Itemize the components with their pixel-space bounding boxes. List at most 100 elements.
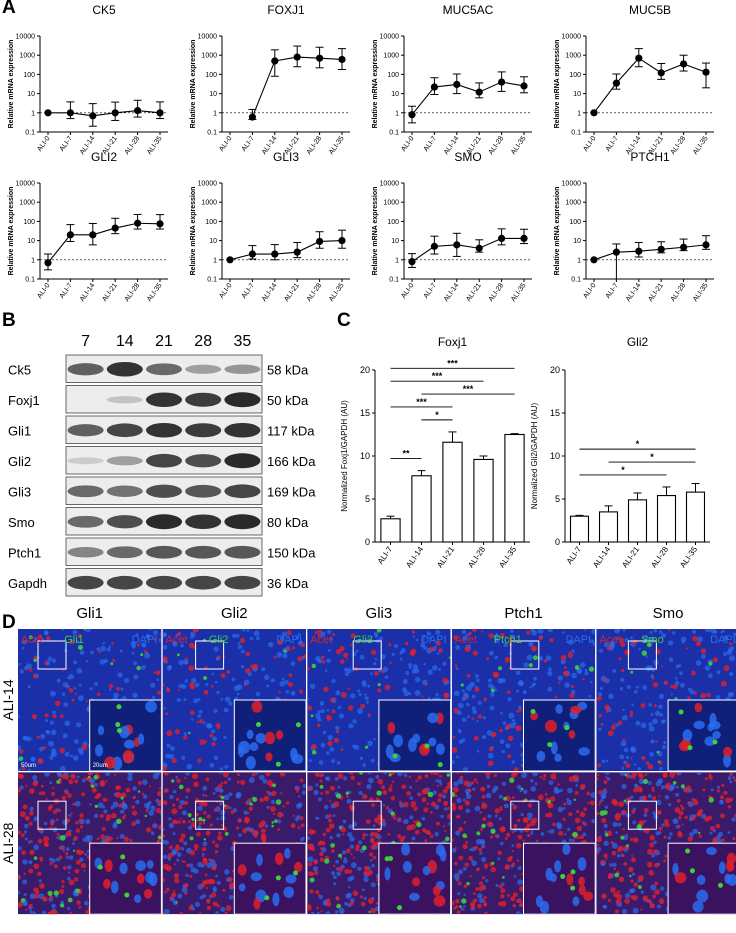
acet-signal [157, 791, 162, 797]
dapi-nucleus [396, 772, 403, 777]
green-signal [203, 676, 208, 680]
dapi-nucleus [571, 672, 577, 679]
acet-signal [340, 692, 347, 698]
acet-signal [678, 825, 681, 828]
dapi-nucleus [85, 834, 91, 840]
green-signal [271, 824, 274, 828]
lane-label-35: 35 [234, 333, 252, 350]
inset-cell [146, 859, 154, 869]
roi-box [627, 640, 657, 670]
acet-signal [299, 778, 304, 783]
acet-signal [370, 844, 376, 851]
acet-signal [340, 659, 345, 664]
acet-signal [189, 850, 196, 856]
dapi-nucleus [336, 833, 341, 838]
dapi-nucleus [465, 702, 470, 707]
band [67, 485, 104, 498]
acet-signal [630, 837, 634, 842]
dapi-nucleus [548, 780, 554, 786]
dapi-nucleus [220, 809, 226, 816]
dapi-nucleus [228, 894, 234, 900]
y-tick-label: 15 [550, 408, 560, 418]
band [185, 454, 222, 468]
acet-signal [303, 654, 306, 659]
series-line [47, 222, 161, 264]
acet-signal [390, 784, 393, 788]
dapi-nucleus [622, 908, 628, 915]
acet-signal [462, 843, 468, 850]
acet-signal [350, 852, 353, 856]
acet-signal [563, 670, 569, 677]
if-column-title-gli2: Gli2 [221, 605, 248, 622]
dapi-nucleus [48, 740, 54, 747]
if-column-title-smo: Smo [653, 605, 684, 622]
y-tick-label: 0.1 [389, 130, 399, 137]
acet-signal [695, 641, 702, 647]
acet-signal [320, 792, 323, 795]
data-point [44, 259, 52, 267]
dapi-nucleus [651, 853, 656, 858]
dapi-nucleus [202, 785, 208, 791]
acet-signal [681, 806, 685, 811]
dapi-nucleus [236, 684, 243, 690]
dapi-nucleus [633, 763, 637, 766]
inset-cell [393, 734, 404, 748]
acet-signal [473, 778, 477, 782]
green-signal [140, 653, 144, 657]
acet-signal [314, 630, 319, 635]
y-axis-label: Relative mRNA expression [554, 40, 561, 129]
acet-signal [445, 693, 449, 697]
acet-signal [384, 684, 391, 691]
dapi-nucleus [675, 792, 680, 797]
acet-signal [377, 778, 384, 785]
dapi-nucleus [611, 842, 618, 849]
acet-signal [300, 823, 305, 828]
acet-signal [678, 816, 682, 820]
panel-a-label: A [2, 0, 16, 18]
green-signal [93, 774, 98, 780]
dapi-nucleus [162, 839, 166, 845]
acet-signal [674, 807, 681, 813]
acet-signal [596, 777, 599, 781]
acet-signal [49, 895, 54, 900]
acet-signal [729, 772, 733, 777]
acet-signal [526, 630, 531, 635]
inset-cell [110, 880, 119, 894]
acet-signal [412, 820, 415, 823]
dapi-nucleus [143, 794, 148, 799]
acet-signal [476, 781, 479, 784]
inset-cell [674, 872, 687, 884]
dapi-nucleus [211, 729, 216, 734]
y-tick-label: 100 [569, 219, 581, 226]
acet-signal [562, 817, 566, 821]
acet-signal [347, 687, 351, 691]
dapi-nucleus [507, 697, 512, 702]
dapi-nucleus [347, 876, 353, 882]
dapi-nucleus [205, 722, 212, 729]
dapi-nucleus [338, 713, 345, 719]
dapi-nucleus [530, 830, 534, 833]
acet-signal [55, 836, 59, 840]
green-signal [377, 682, 381, 687]
dapi-nucleus [124, 677, 130, 684]
acet-signal [484, 911, 488, 915]
green-signal [67, 897, 73, 903]
acet-signal [40, 784, 44, 788]
acet-signal [663, 680, 669, 685]
dapi-nucleus [19, 669, 24, 674]
acet-signal [29, 849, 35, 856]
acet-signal [550, 773, 557, 780]
acet-signal [328, 799, 332, 803]
acet-signal [350, 643, 353, 647]
x-tick-label: ALI-28 [649, 545, 670, 570]
green-signal [324, 858, 330, 864]
dapi-nucleus [510, 634, 516, 639]
dapi-nucleus [332, 814, 336, 818]
dapi-nucleus [676, 785, 680, 789]
dapi-nucleus [270, 678, 275, 683]
dapi-nucleus [18, 662, 21, 666]
dapi-nucleus [402, 679, 408, 685]
acet-signal [464, 646, 471, 653]
acet-signal [189, 710, 195, 716]
roi-box [510, 800, 540, 830]
